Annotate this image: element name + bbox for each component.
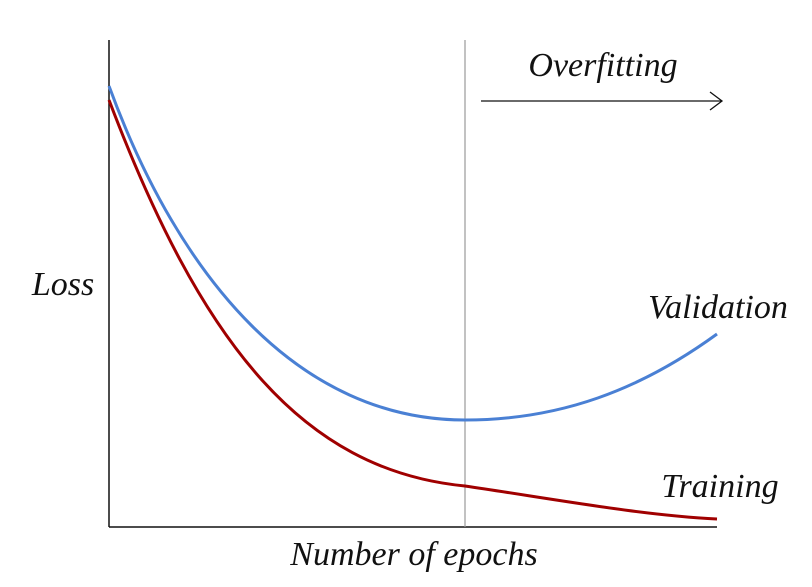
arrow-head [709,91,724,111]
x-axis-label: Number of epochs [289,536,537,573]
training-label: Training [661,468,778,505]
training-curve [107,99,718,521]
y-axis-label: Loss [31,266,94,303]
validation-curve [107,85,718,422]
annotation: Overfitting [528,47,677,84]
validation-label: Validation [648,289,788,326]
